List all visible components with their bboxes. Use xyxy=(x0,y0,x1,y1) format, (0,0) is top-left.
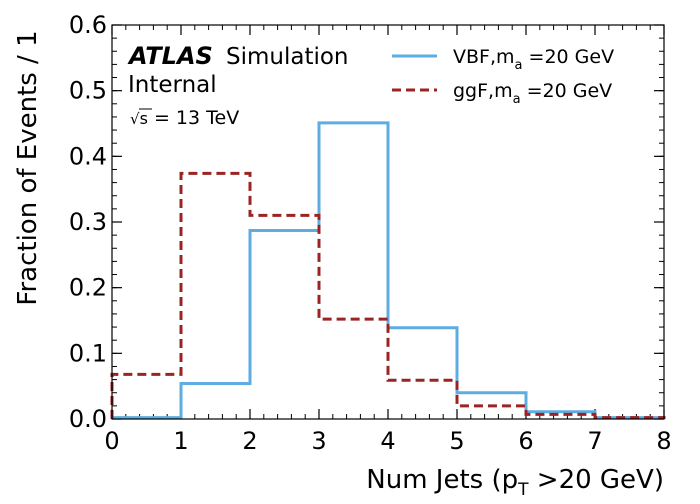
energy-label: √s = 13 TeV xyxy=(130,107,239,129)
svg-text:√s = 13 TeV: √s = 13 TeV xyxy=(130,107,239,129)
y-tick-label: 0.5 xyxy=(69,77,107,105)
x-tick-label: 2 xyxy=(242,427,257,455)
legend: VBF,ma =20 GeV ggF,ma =20 GeV xyxy=(392,46,614,107)
x-tick-label: 4 xyxy=(380,427,395,455)
internal-label: Internal xyxy=(128,72,217,98)
ggf-histogram-step xyxy=(110,171,666,420)
atlas-label: ATLAS xyxy=(127,42,213,70)
series-layer xyxy=(110,121,666,420)
x-axis-title: Num Jets (pT >20 GeV) xyxy=(366,465,664,500)
tick-labels: 0 1 2 3 4 5 6 7 8 0.0 0.1 0.2 0.3 0.4 0.5 0.6 xyxy=(69,11,672,455)
x-tick-label: 5 xyxy=(449,427,464,455)
x-tick-label: 7 xyxy=(587,427,602,455)
y-tick-label: 0.1 xyxy=(69,339,107,367)
legend-label-ggf: ggF,ma =20 GeV xyxy=(453,80,612,107)
vbf-histogram-step xyxy=(110,121,666,420)
x-tick-label: 6 xyxy=(518,427,533,455)
y-tick-label: 0.4 xyxy=(69,142,107,170)
x-tick-label: 0 xyxy=(104,427,119,455)
simulation-label: Simulation xyxy=(226,44,349,70)
x-tick-label: 1 xyxy=(173,427,188,455)
y-tick-label: 0.2 xyxy=(69,274,107,302)
x-tick-label: 3 xyxy=(311,427,326,455)
legend-label-vbf: VBF,ma =20 GeV xyxy=(453,46,614,73)
y-tick-label: 0.0 xyxy=(69,405,107,433)
y-axis-title: Fraction of Events / 1 xyxy=(13,30,43,305)
y-tick-label: 0.6 xyxy=(69,11,107,39)
y-tick-label: 0.3 xyxy=(69,208,107,236)
plot-frame xyxy=(111,24,665,420)
x-tick-label: 8 xyxy=(656,427,671,455)
